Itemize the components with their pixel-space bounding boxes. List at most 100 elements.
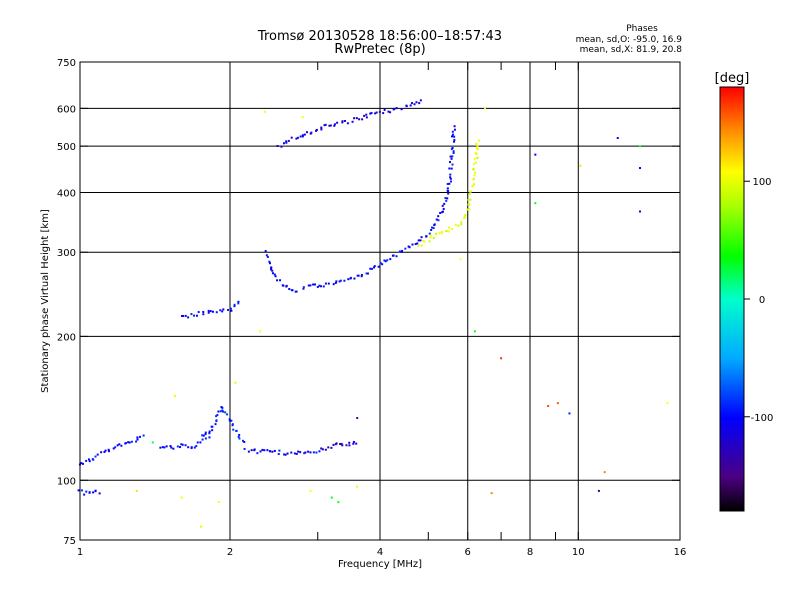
echo-point (77, 489, 80, 492)
echo-point (193, 314, 196, 317)
echo-point (215, 415, 218, 418)
echo-point (468, 208, 471, 211)
echo-point (414, 243, 417, 246)
echo-point (338, 280, 341, 283)
echo-point (232, 428, 235, 431)
echo-point (204, 431, 207, 434)
echo-point (125, 442, 128, 445)
echo-point (428, 232, 431, 235)
info-line-x: mean, sd,X: 81.9, 20.8 (580, 45, 683, 55)
echo-point (314, 283, 317, 286)
echo-point (603, 471, 606, 474)
echo-point (88, 491, 91, 494)
echo-point (261, 448, 264, 451)
echo-point (451, 227, 454, 230)
x-tick-label: 16 (674, 547, 687, 558)
echo-point (285, 284, 288, 287)
echo-point (328, 124, 331, 127)
echo-point (343, 119, 346, 122)
echo-point (337, 501, 340, 504)
y-tick-labels: 75 100 200 300 400 500 600 750 (57, 58, 76, 547)
echo-point (451, 163, 454, 166)
echo-point (274, 275, 277, 278)
echo-point (395, 107, 398, 110)
echo-point (375, 111, 378, 114)
colorbar-tick-label: 0 (759, 295, 765, 306)
echo-point (475, 161, 478, 164)
echo-point (233, 303, 236, 306)
echo-point (323, 124, 326, 127)
echo-point (299, 135, 302, 138)
echo-point (201, 438, 204, 441)
echo-point (454, 223, 457, 226)
echo-point (417, 239, 420, 242)
echo-point (449, 180, 452, 183)
echo-point (327, 446, 330, 449)
echo-point (407, 245, 410, 248)
chart-title: Tromsø 20130528 18:56:00–18:57:43 (257, 29, 502, 44)
echo-point (355, 117, 358, 120)
x-tick-label: 8 (527, 547, 533, 558)
echo-point (335, 280, 338, 283)
echo-point (211, 310, 214, 313)
echo-point (393, 107, 396, 110)
echo-point (355, 442, 358, 445)
colorbar-tick-label: -100 (751, 413, 774, 424)
echo-point (303, 452, 306, 455)
echo-point (299, 451, 302, 454)
echo-point (466, 208, 469, 211)
echo-point (490, 492, 493, 495)
echo-point (301, 116, 304, 119)
echo-point (475, 153, 478, 156)
echo-point (360, 274, 363, 277)
echo-point (285, 140, 288, 143)
echo-point (287, 139, 290, 142)
echo-point (437, 215, 440, 218)
echo-point (401, 249, 404, 252)
echo-point (392, 254, 395, 257)
echo-point (237, 435, 240, 438)
echo-point (128, 441, 131, 444)
echo-point (370, 267, 373, 270)
echo-point (451, 135, 454, 138)
echo-point (307, 284, 310, 287)
echo-point (453, 138, 456, 141)
echo-point (172, 447, 175, 450)
echo-point (408, 246, 411, 249)
echo-point (304, 451, 307, 454)
echo-point (230, 419, 233, 422)
echo-trace (78, 434, 145, 466)
echo-point (353, 277, 356, 280)
echo-point (315, 128, 318, 131)
echo-point (94, 455, 97, 458)
echo-point (277, 453, 280, 456)
echo-point (439, 211, 442, 214)
echo-point (386, 259, 389, 262)
echo-point (296, 136, 299, 139)
y-tick-label: 600 (57, 104, 76, 115)
echo-point (80, 489, 83, 492)
echo-point (269, 262, 272, 265)
x-tick-label: 2 (227, 547, 233, 558)
echo-point (290, 136, 293, 139)
echo-point (80, 462, 83, 465)
echo-point (114, 446, 117, 449)
trace-layer (77, 99, 480, 496)
echo-point (259, 450, 262, 453)
echo-point (442, 207, 445, 210)
echo-point (474, 171, 477, 174)
echo-point (316, 285, 319, 288)
echo-point (217, 501, 220, 504)
echo-point (104, 449, 107, 452)
echo-point (378, 110, 381, 113)
info-heading: Phases (626, 24, 658, 34)
echo-point (190, 447, 193, 450)
echo-point (339, 443, 342, 446)
echo-point (226, 413, 229, 416)
colorbar-ticks: 100 0 -100 (744, 177, 773, 424)
info-line-o: mean, sd,O: -95.0, 16.9 (576, 35, 683, 45)
echo-point (330, 446, 333, 449)
echo-point (475, 142, 478, 145)
echo-point (221, 409, 224, 412)
echo-point (324, 123, 327, 126)
